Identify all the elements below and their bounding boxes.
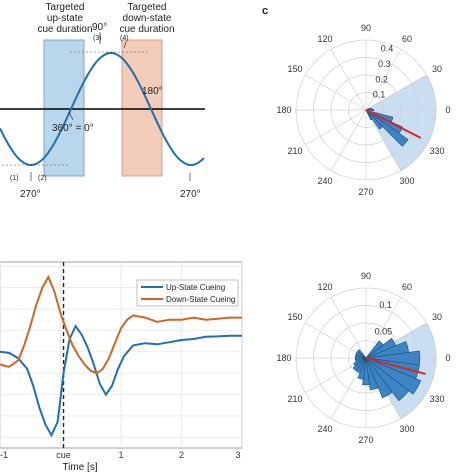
angle-label: 240 xyxy=(317,424,332,434)
down-state-label: Targeted down-state cue duration xyxy=(119,2,174,35)
time-course-chart: -1 cue 1 2 3 Time [s] Up-State Cueing Down-S… xyxy=(0,261,243,473)
histogram-bar xyxy=(365,357,393,399)
histogram-bar xyxy=(365,109,409,147)
marker-4: (4) xyxy=(120,35,129,42)
x-tick-label: 2 xyxy=(179,450,184,460)
histogram-bar xyxy=(365,109,383,130)
mean-direction-line xyxy=(365,109,422,139)
histogram-bar xyxy=(365,337,397,359)
angle-label: 90 xyxy=(361,23,371,33)
angle-label: 330 xyxy=(429,146,444,156)
label-270-deg-right: 270° xyxy=(180,189,201,200)
down-state-box xyxy=(121,39,163,177)
arrows xyxy=(30,32,191,181)
angle-label: 210 xyxy=(287,146,302,156)
histogram-bar xyxy=(362,357,370,386)
x-tick-label: 1 xyxy=(118,450,123,460)
histogram-bar xyxy=(365,340,384,359)
grid-spoke xyxy=(330,49,367,111)
histogram-bar xyxy=(365,357,422,395)
histogram-bar xyxy=(365,109,373,121)
x-axis-label: Time [s] xyxy=(62,462,97,473)
grid-spoke xyxy=(330,109,367,171)
angle-label: 270 xyxy=(358,435,373,445)
series-line-up xyxy=(0,324,242,438)
grid-spoke xyxy=(365,49,402,111)
histogram-bar xyxy=(365,357,410,402)
histogram-bar xyxy=(357,349,367,359)
angle-label: 300 xyxy=(399,424,414,434)
radial-tick-label: 0.1 xyxy=(379,300,392,310)
angle-label: 210 xyxy=(287,394,302,404)
angle-label: 300 xyxy=(399,176,414,186)
panel-c-label: c xyxy=(262,5,268,17)
angle-label: 240 xyxy=(317,176,332,186)
angle-label: 30 xyxy=(432,312,442,322)
angle-label: 150 xyxy=(287,312,302,322)
phase-schematic: Targeted up-state cue duration Targeted dow… xyxy=(0,2,205,200)
radial-tick-label: 0.05 xyxy=(375,326,393,336)
x-tick-label: cue xyxy=(56,450,71,460)
label-180-deg: 180° xyxy=(142,86,163,97)
angle-label: 0 xyxy=(445,353,450,363)
up-state-box xyxy=(43,39,85,177)
angle-label: 90 xyxy=(361,271,371,281)
histogram-bar xyxy=(365,357,379,391)
grid-spoke xyxy=(365,297,402,359)
legend-label-up: Up-State Cueing xyxy=(166,283,225,292)
histogram-bar xyxy=(352,357,367,372)
angle-label: 120 xyxy=(317,282,332,292)
angle-label: 30 xyxy=(432,64,442,74)
angle-label: 150 xyxy=(287,64,302,74)
grid-spoke xyxy=(365,74,427,111)
angle-label: 330 xyxy=(429,394,444,404)
label-360-deg: 360° = 0° xyxy=(52,123,94,134)
x-tick-label: 3 xyxy=(235,450,240,460)
angle-label: 180 xyxy=(276,353,291,363)
radial-tick-label: 0.3 xyxy=(378,59,391,69)
polar-histogram-top: 90603003303002702402101801501200.10.20.3… xyxy=(276,23,450,197)
x-tick-label: -1 xyxy=(0,450,8,460)
angle-label: 270 xyxy=(358,187,373,197)
angle-label: 60 xyxy=(402,34,412,44)
marker-3: (3) xyxy=(93,35,102,42)
series-group xyxy=(0,274,242,438)
legend: Up-State Cueing Down-State Cueing xyxy=(136,279,239,307)
grid-spoke xyxy=(330,297,367,359)
legend-label-down: Down-State Cueing xyxy=(166,295,235,304)
series-line-down xyxy=(0,274,242,375)
angle-label: 60 xyxy=(402,282,412,292)
histogram-bar xyxy=(353,357,367,367)
angle-label: 0 xyxy=(445,105,450,115)
marker-1: (1) xyxy=(10,175,19,182)
radial-tick-label: 0.2 xyxy=(375,74,388,84)
grid-spoke xyxy=(305,74,367,111)
angle-label: 180 xyxy=(276,105,291,115)
angle-label: 120 xyxy=(317,34,332,44)
label-90-deg: 90° xyxy=(92,22,107,33)
marker-2: (2) xyxy=(38,175,47,182)
grid-spoke xyxy=(305,109,367,146)
mean-direction-line xyxy=(365,357,426,375)
grid-spoke xyxy=(365,109,402,171)
grid-spoke xyxy=(305,322,367,359)
up-state-label: Targeted up-state cue duration xyxy=(37,2,92,35)
x-ticks: -1 cue 1 2 3 xyxy=(0,450,241,460)
radial-tick-label: 0.4 xyxy=(381,44,394,54)
label-270-deg-left: 270° xyxy=(20,189,41,200)
radial-tick-label: 0.1 xyxy=(373,90,386,100)
sine-curve xyxy=(0,52,205,166)
